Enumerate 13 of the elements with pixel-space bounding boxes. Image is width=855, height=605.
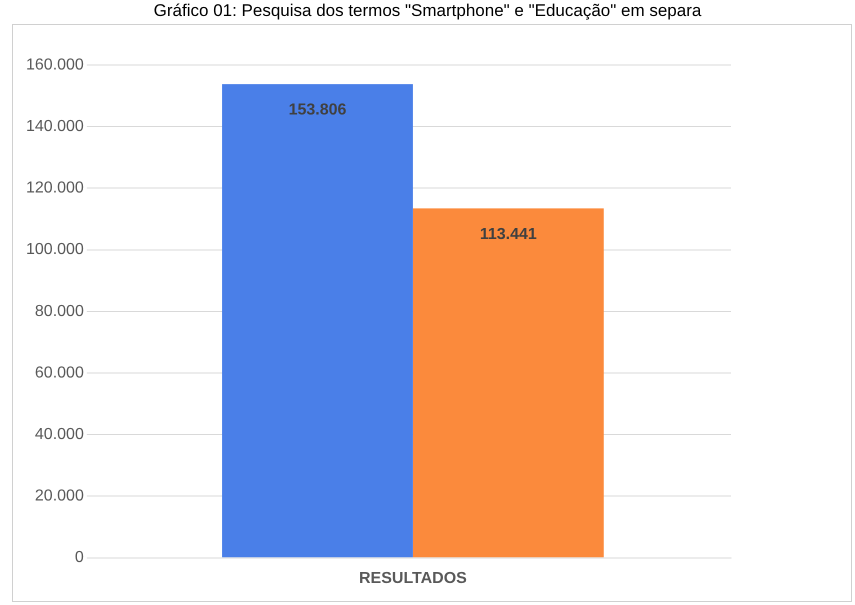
x-tick-label: RESULTADOS — [358, 570, 468, 587]
y-tick-label: 160.000 — [26, 56, 84, 74]
data-label: 113.441 — [480, 226, 537, 243]
y-tick-label: 40.000 — [34, 426, 84, 444]
y-tick-label: 100.000 — [26, 241, 84, 258]
y-tick-label: 20.000 — [34, 488, 84, 505]
data-label: 153.806 — [288, 101, 347, 118]
y-tick-label: 60.000 — [34, 364, 84, 382]
y-tick-label: 0 — [74, 549, 84, 566]
chart-title: Gráfico 01: Pesquisa dos termos "Smartphone" e "Educação" em separa — [152, 0, 702, 22]
y-tick-label: 120.000 — [26, 180, 84, 197]
y-tick-label: 140.000 — [26, 118, 84, 136]
y-tick-label: 80.000 — [34, 302, 84, 320]
